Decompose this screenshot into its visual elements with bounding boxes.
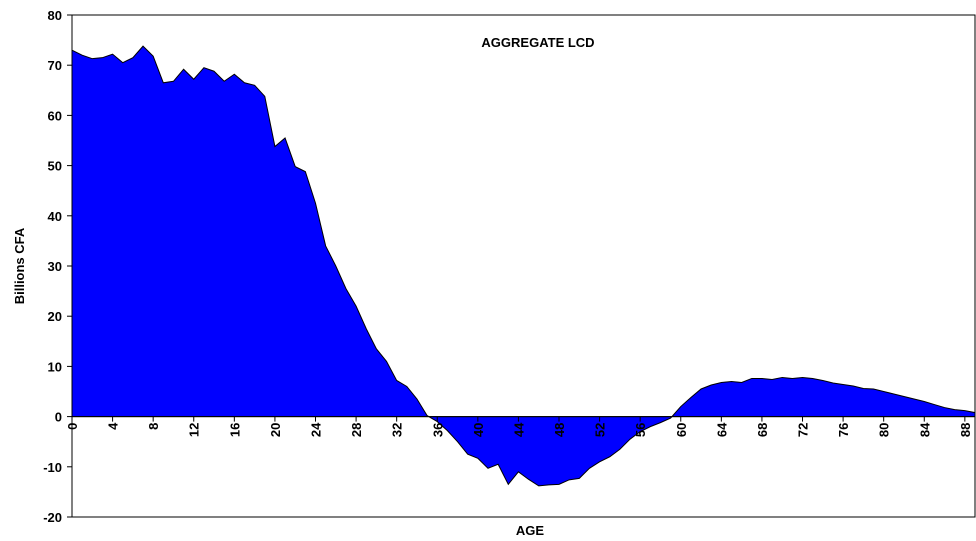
x-tick-label: 28 xyxy=(349,423,364,437)
x-tick-label: 76 xyxy=(836,423,851,437)
chart-title: AGGREGATE LCD xyxy=(481,35,594,50)
y-tick-label: 10 xyxy=(48,359,62,374)
x-tick-label: 32 xyxy=(390,423,405,437)
x-tick-label: 48 xyxy=(552,423,567,437)
x-tick-label: 24 xyxy=(309,422,324,437)
area xyxy=(71,45,976,487)
x-tick-label: 88 xyxy=(958,423,973,437)
x-tick-label: 4 xyxy=(106,422,121,430)
y-tick-label: 20 xyxy=(48,309,62,324)
x-tick-label: 0 xyxy=(65,423,80,430)
y-tick-label: 60 xyxy=(48,108,62,123)
y-tick-label: 70 xyxy=(48,58,62,73)
x-tick-label: 44 xyxy=(511,422,526,437)
y-tick-label: 80 xyxy=(48,8,62,23)
x-tick-label: 16 xyxy=(227,423,242,437)
y-axis-title: Billions CFA xyxy=(12,227,27,304)
x-tick-label: 36 xyxy=(430,423,445,437)
x-tick-label: 52 xyxy=(593,423,608,437)
x-tick-label: 56 xyxy=(633,423,648,437)
y-tick-label: 30 xyxy=(48,259,62,274)
y-tick-label: -10 xyxy=(43,460,62,475)
x-tick-label: 80 xyxy=(877,423,892,437)
x-tick-label: 68 xyxy=(755,423,770,437)
y-tick-label: 0 xyxy=(55,410,62,425)
x-tick-label: 20 xyxy=(268,423,283,437)
x-tick-label: 8 xyxy=(146,423,161,430)
x-tick-label: 40 xyxy=(471,423,486,437)
x-axis-title: AGE xyxy=(516,523,545,538)
x-tick-label: 60 xyxy=(674,423,689,437)
x-tick-label: 64 xyxy=(714,422,729,437)
x-tick-label: 12 xyxy=(187,423,202,437)
y-tick-label: 40 xyxy=(48,209,62,224)
y-tick-label: -20 xyxy=(43,510,62,525)
x-tick-label: 84 xyxy=(917,422,932,437)
y-tick-label: 50 xyxy=(48,159,62,174)
x-tick-label: 72 xyxy=(796,423,811,437)
